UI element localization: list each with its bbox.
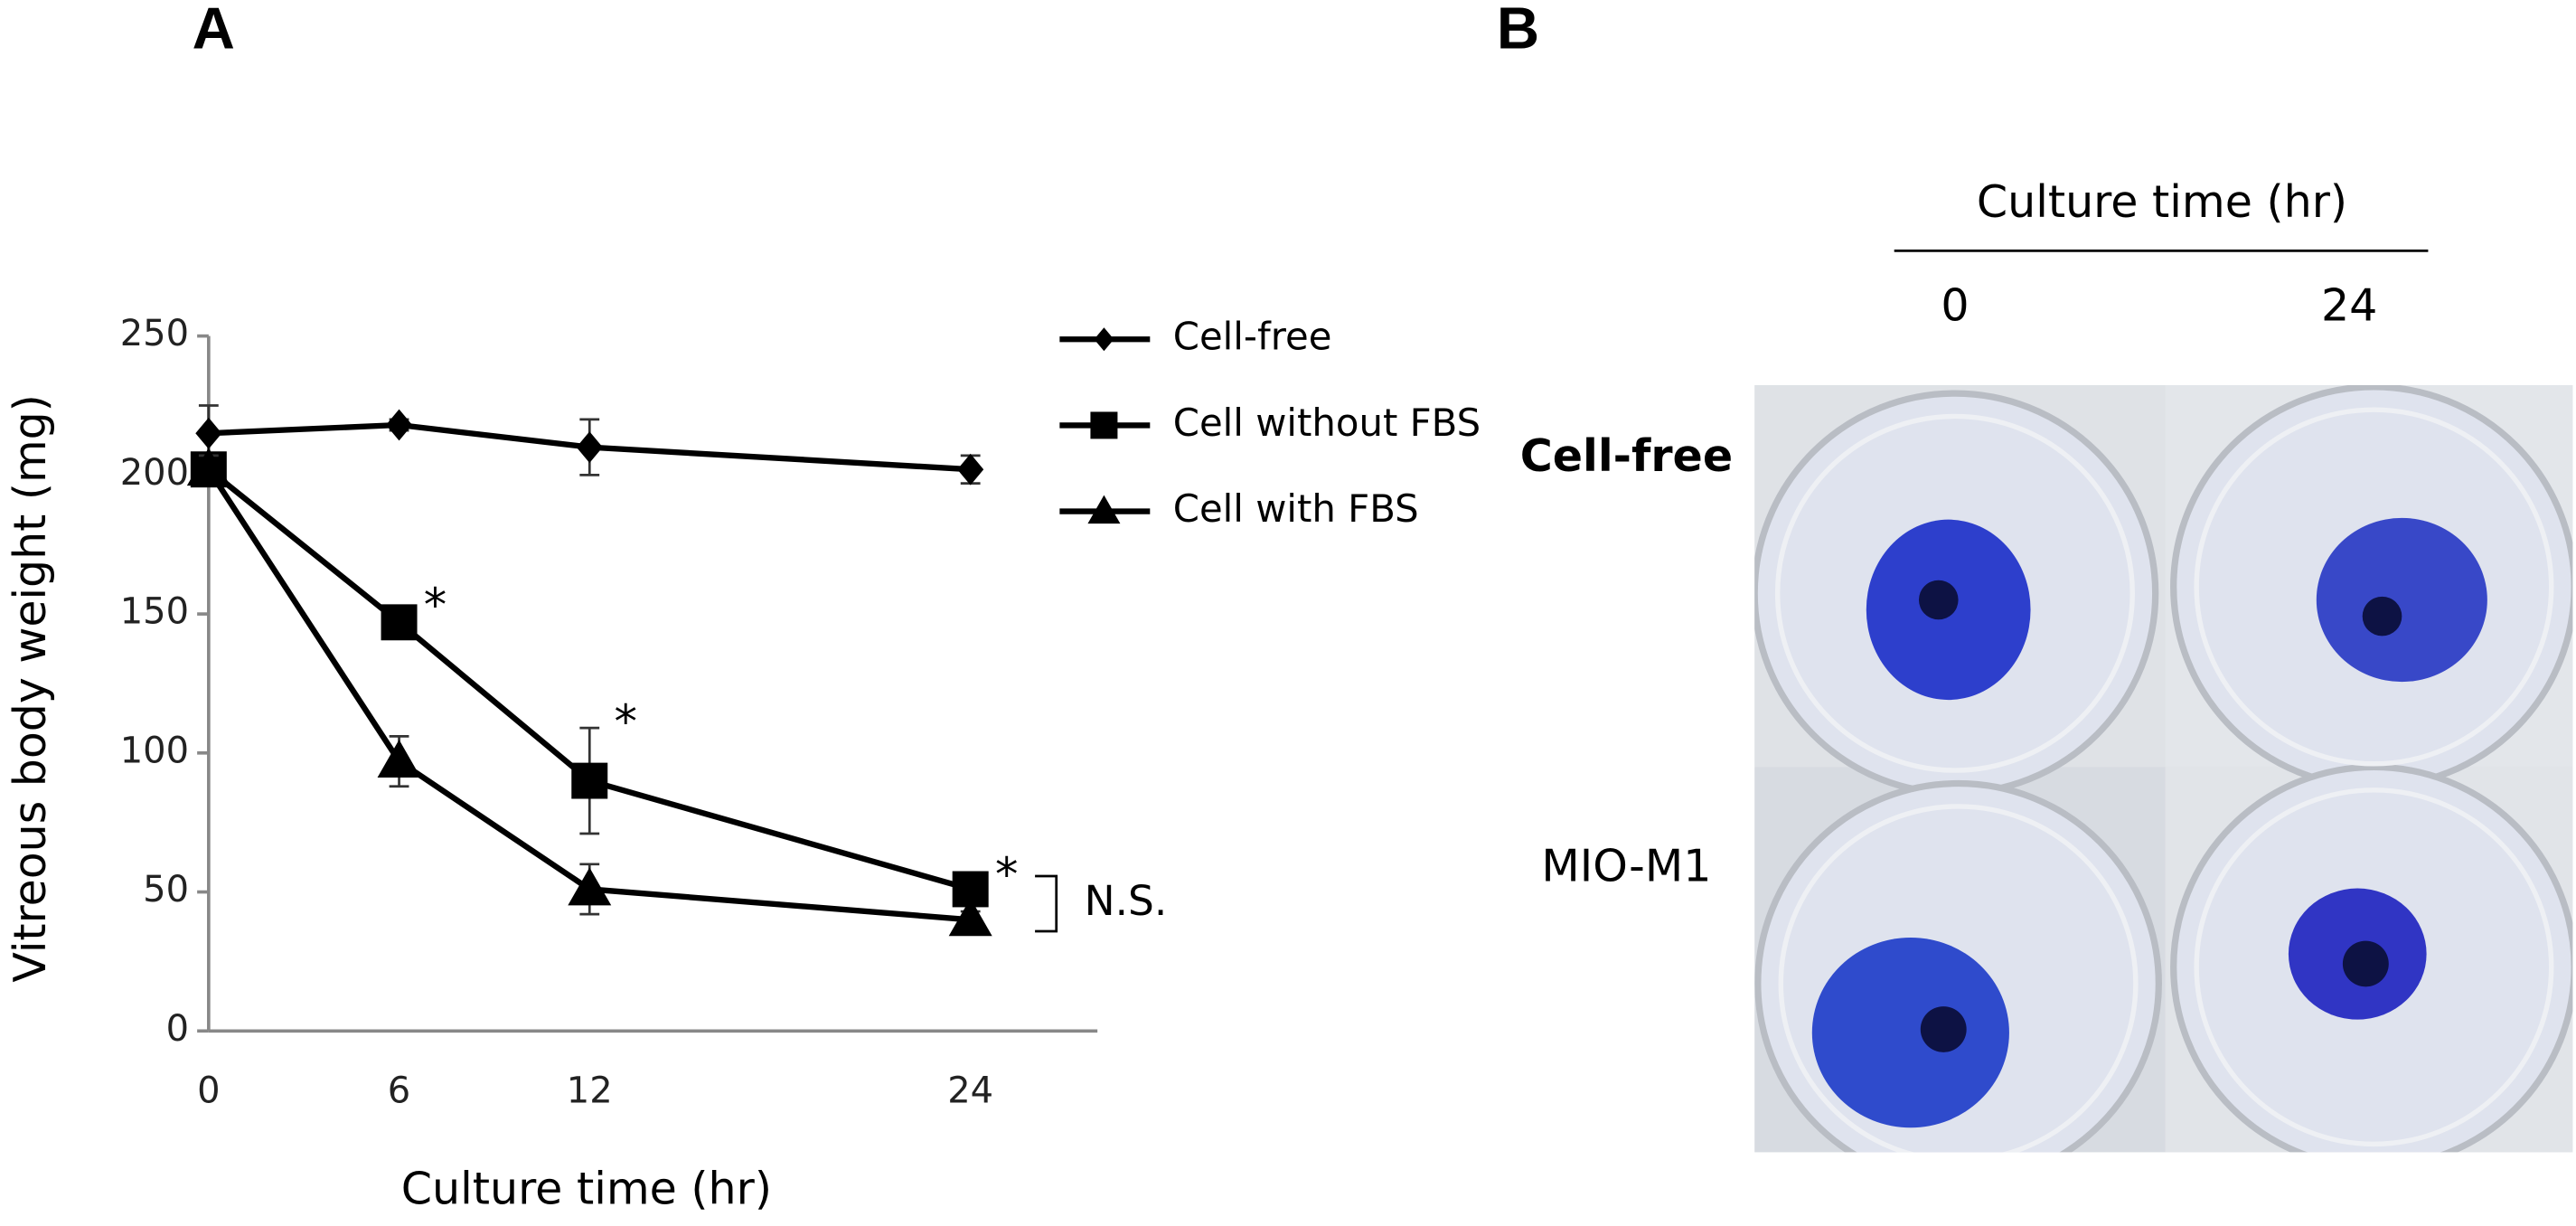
marker	[576, 431, 603, 464]
y-tick-label: 50	[143, 869, 189, 910]
x-tick-label: 12	[567, 1070, 613, 1112]
y-tick-label: 150	[120, 591, 189, 633]
y-tick-label: 0	[166, 1008, 189, 1050]
x-axis-label: Culture time (hr)	[401, 1163, 772, 1214]
x-tick-label: 0	[197, 1070, 220, 1112]
photo	[1754, 385, 2573, 1153]
series-line	[206, 467, 972, 892]
row-label: MIO-M1	[1541, 840, 1711, 891]
marker	[1094, 327, 1114, 352]
marker	[386, 409, 413, 441]
marker	[568, 867, 612, 906]
column-label: 0	[1941, 279, 1969, 331]
panel-label: B	[1497, 0, 1539, 61]
bracket-label: N.S.	[1085, 877, 1168, 925]
marker	[377, 740, 421, 778]
marker	[186, 448, 230, 486]
photo-header: Culture time (hr)	[1977, 176, 2347, 228]
y-tick-label: 100	[120, 730, 189, 771]
bracket	[1035, 874, 1058, 933]
point-label: *	[424, 578, 447, 631]
marker	[948, 898, 992, 937]
y-tick-label: 250	[120, 313, 189, 354]
point-label: *	[615, 695, 637, 749]
series-line	[208, 421, 971, 473]
y-tick-label: 200	[120, 452, 189, 494]
y-axis-label: Vitreous body weight (mg)	[5, 394, 56, 982]
legend-label: Cell with FBS	[1173, 486, 1419, 531]
x-tick-label: 24	[947, 1070, 993, 1112]
x-tick-label: 6	[388, 1070, 410, 1112]
marker	[957, 453, 984, 486]
legend-label: Cell without FBS	[1173, 401, 1481, 445]
panel-label: A	[193, 0, 235, 61]
marker	[1090, 411, 1118, 439]
marker	[195, 417, 222, 449]
row-label: Cell-free	[1520, 430, 1733, 482]
marker	[1087, 495, 1121, 524]
point-label: *	[995, 848, 1018, 901]
legend-label: Cell-free	[1173, 315, 1332, 359]
series-line	[206, 467, 971, 923]
marker	[381, 604, 418, 641]
column-label: 24	[2321, 279, 2377, 331]
marker	[571, 762, 608, 799]
